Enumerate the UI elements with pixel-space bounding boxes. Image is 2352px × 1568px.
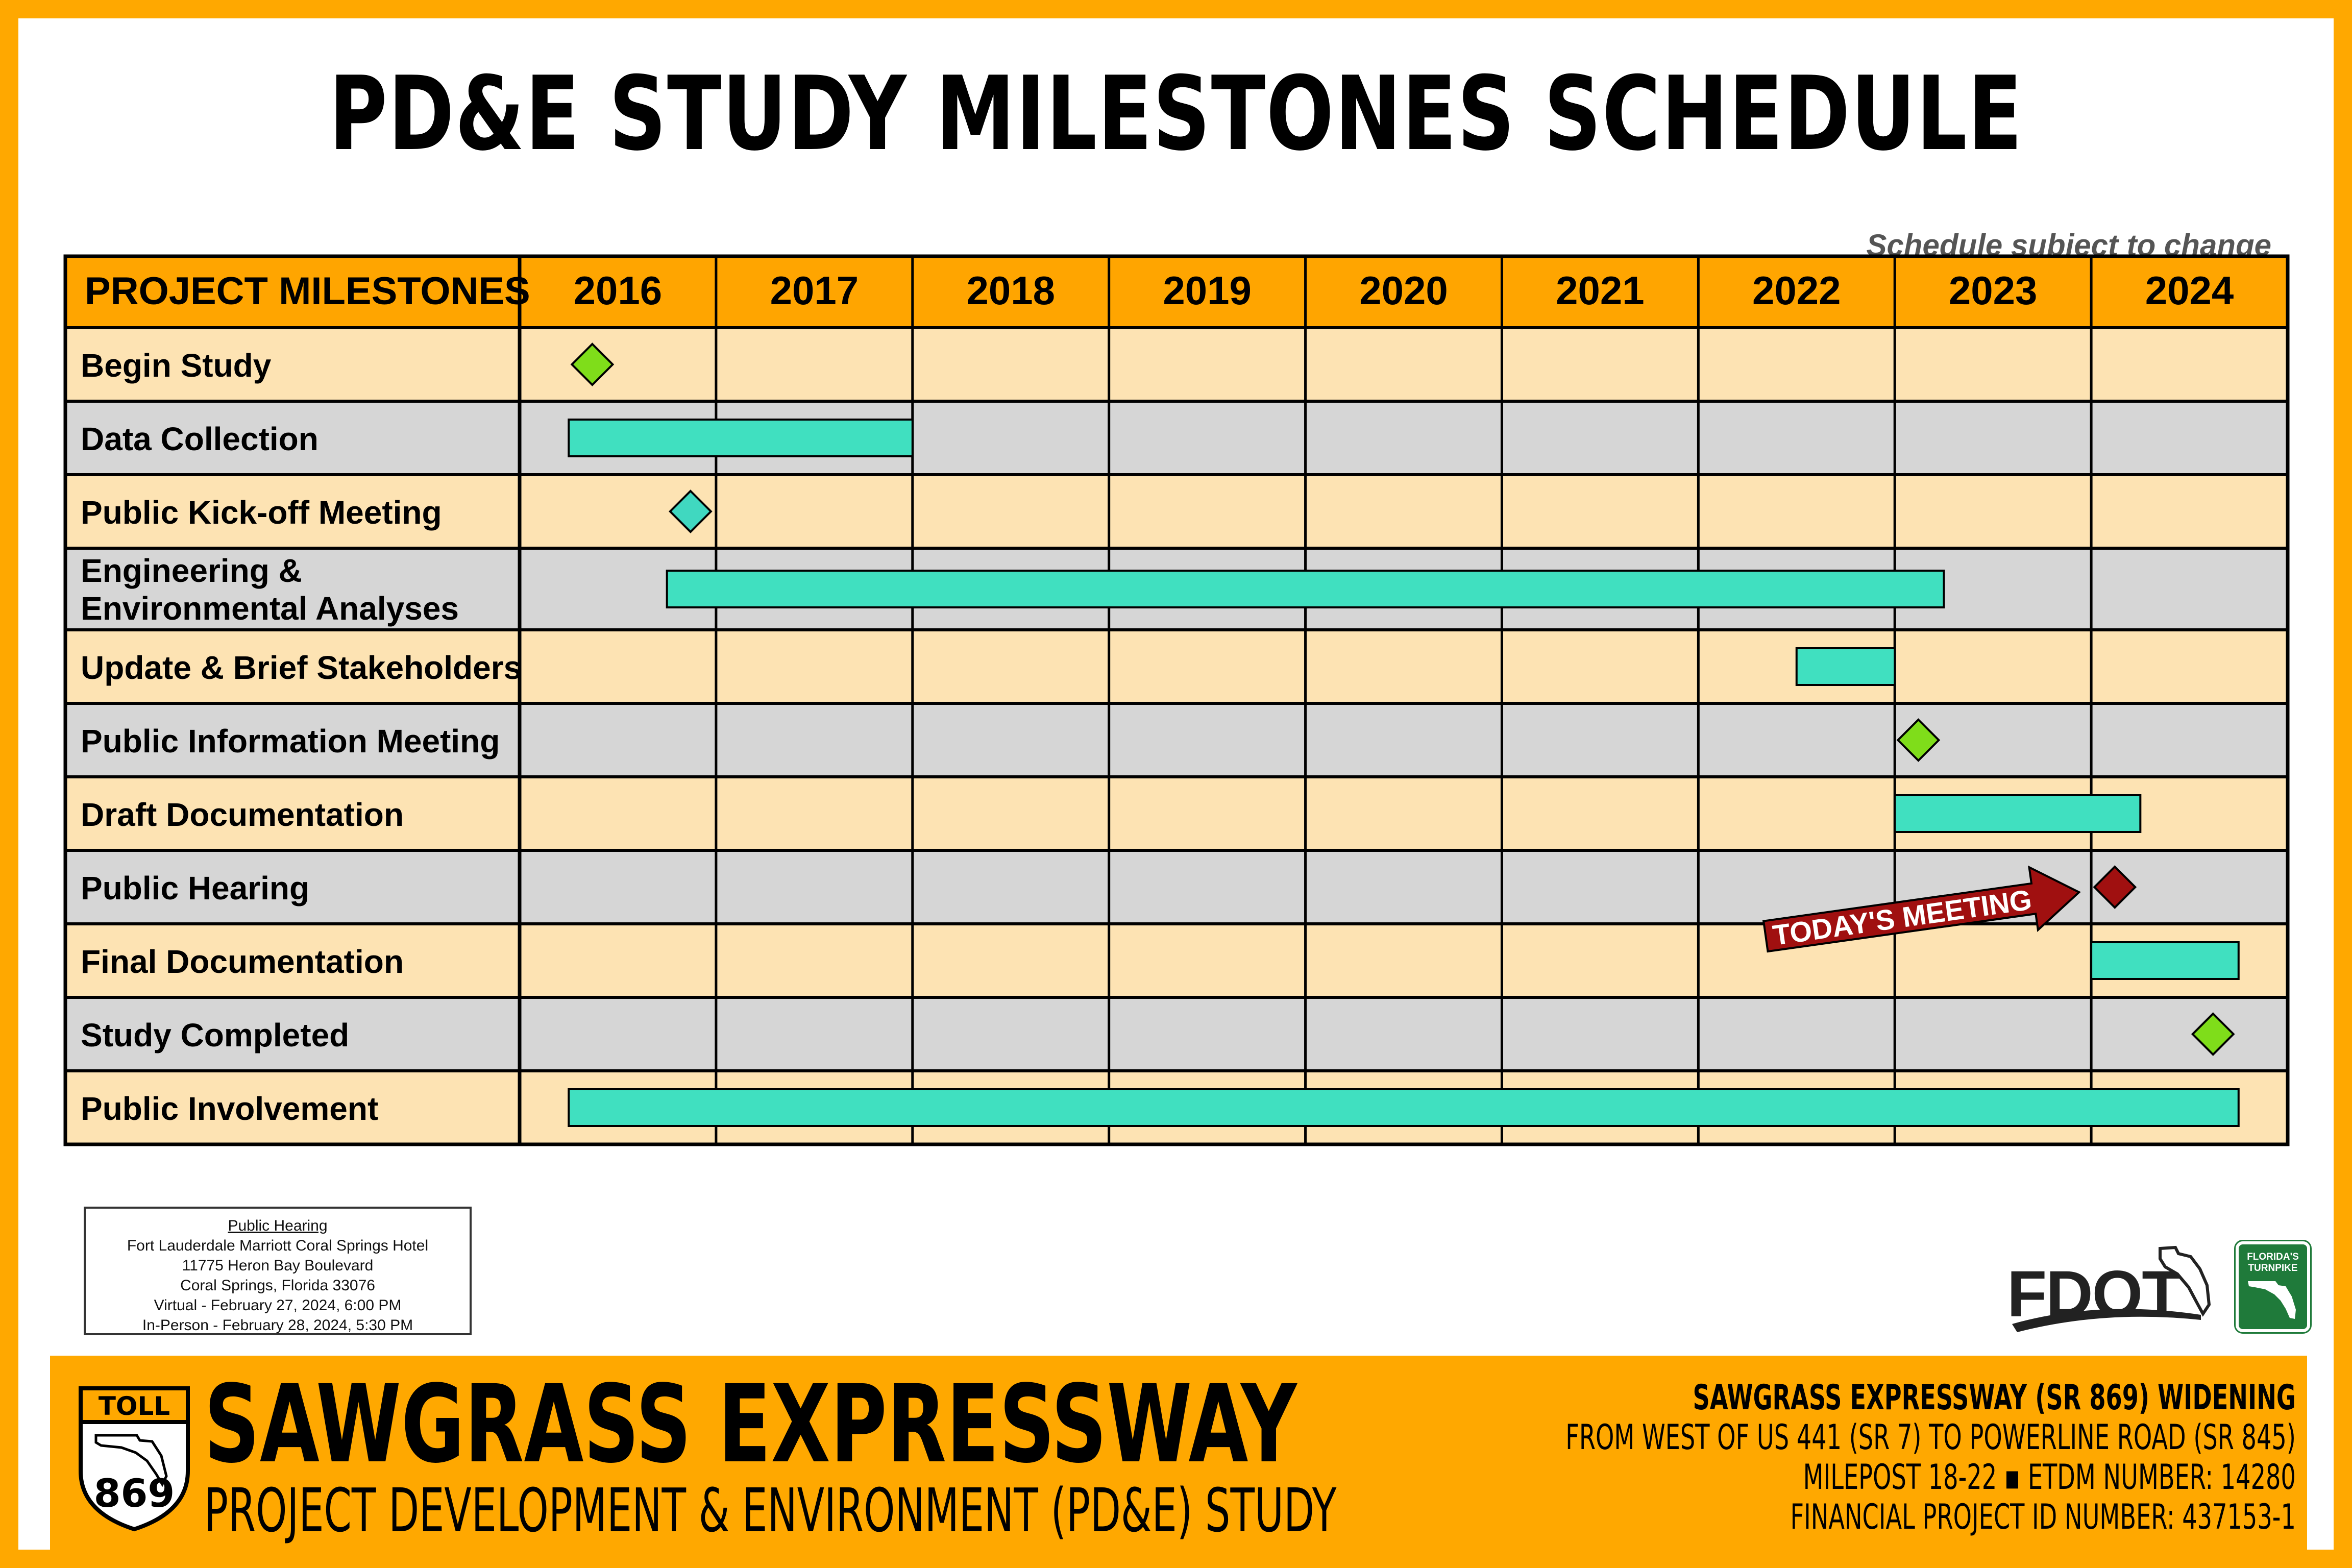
row-bg-0 (65, 328, 2288, 401)
bar-8 (2090, 941, 2240, 980)
header-milestones-label: PROJECT MILESTONES (85, 270, 530, 313)
year-label-2019: 2019 (1163, 268, 1252, 313)
hearing-city: Coral Springs, Florida 33076 (180, 1277, 375, 1294)
row-bg-2 (65, 475, 2288, 548)
row-bg-1 (65, 401, 2288, 475)
hearing-heading: Public Hearing (228, 1217, 328, 1234)
milestone-diamond-9 (2191, 1012, 2235, 1056)
shield-toll-label: TOLL (99, 1391, 170, 1421)
row-label-8: Final Documentation (81, 943, 404, 980)
hearing-venue: Fort Lauderdale Marriott Coral Springs H… (127, 1237, 429, 1254)
project-info: SAWGRASS EXPRESSWAY (SR 869) WIDENING FR… (1222, 1378, 2296, 1537)
hearing-address: 11775 Heron Bay Boulevard (182, 1257, 374, 1274)
row-label-0: Begin Study (81, 347, 272, 384)
milestones-gantt-chart: PROJECT MILESTONES 2016 2017 2018 2019 2020 20… (63, 254, 2290, 1146)
year-label-2017: 2017 (770, 268, 859, 313)
project-info-title: SAWGRASS EXPRESSWAY (SR 869) WIDENING (1693, 1378, 2296, 1418)
row-bg-8 (65, 924, 2288, 997)
turnpike-line1: FLORIDA'S (2247, 1252, 2299, 1262)
row-label-2: Public Kick-off Meeting (81, 494, 442, 531)
hearing-in-person: In-Person - February 28, 2024, 5:30 PM (142, 1317, 413, 1334)
grid-frame (63, 254, 2290, 1146)
row-label-6: Draft Documentation (81, 796, 404, 833)
hearing-virtual: Virtual - February 27, 2024, 6:00 PM (154, 1297, 402, 1314)
year-label-2020: 2020 (1359, 268, 1448, 313)
project-info-milepost: MILEPOST 18-22 ▪ ETDM NUMBER: 14280 (1803, 1457, 2296, 1498)
milestone-diamond-2 (669, 489, 713, 533)
public-hearing-info-box: Public Hearing Fort Lauderdale Marriott … (84, 1207, 472, 1335)
milestone-diamond-0 (570, 342, 615, 386)
bar-1 (568, 419, 914, 457)
row-label-10: Public Involvement (81, 1090, 378, 1127)
row-label-9: Study Completed (81, 1017, 349, 1054)
row-label-1: Data Collection (81, 421, 318, 457)
bar-3 (666, 570, 1945, 608)
row-label-7: Public Hearing (81, 870, 309, 906)
milestone-diamond-7 (2093, 865, 2137, 909)
brand-title: SAWGRASS EXPRESSWAY (204, 1362, 1297, 1487)
row-bg-9 (65, 997, 2288, 1071)
turnpike-line2: TURNPIKE (2248, 1263, 2298, 1273)
year-label-2023: 2023 (1949, 268, 2038, 313)
project-info-fpid: FINANCIAL PROJECT ID NUMBER: 437153-1 (1790, 1497, 2296, 1537)
florida-turnpike-logo: FLORIDA'S TURNPIKE (2234, 1240, 2312, 1334)
page-title: PD&E STUDY MILESTONES SCHEDULE (329, 55, 2023, 174)
year-label-2021: 2021 (1556, 268, 1645, 313)
year-label-2016: 2016 (574, 268, 663, 313)
row-label-3-a: Engineering & (81, 552, 302, 589)
row-bg-4 (65, 630, 2288, 703)
today-arrow-shape (1762, 865, 2081, 953)
footer-banner: TOLL 869 SAWGRASS EXPRESSWAY PROJECT DEV… (50, 1356, 2307, 1550)
brand-subtitle: PROJECT DEVELOPMENT & ENVIRONMENT (PD&E)… (204, 1475, 1337, 1546)
toll-869-shield-icon: TOLL 869 (79, 1386, 190, 1532)
project-info-limits: FROM WEST OF US 441 (SR 7) TO POWERLINE … (1565, 1417, 2296, 1458)
row-label-4: Update & Brief Stakeholders (81, 649, 522, 686)
bar-10 (568, 1088, 2240, 1127)
row-label-3-b: Environmental Analyses (81, 590, 459, 627)
header-row (65, 256, 2288, 328)
year-label-2018: 2018 (966, 268, 1055, 313)
florida-state-icon (2248, 1281, 2296, 1319)
milestone-diamond-5 (1896, 718, 1941, 762)
fdot-swoosh-icon (2012, 1245, 2211, 1332)
fdot-logo: FDOT (2007, 1238, 2221, 1340)
bar-6 (1894, 794, 2142, 833)
shield-route-number: 869 (94, 1471, 175, 1516)
year-label-2022: 2022 (1752, 268, 1841, 313)
bar-4 (1795, 647, 1896, 686)
year-label-2024: 2024 (2145, 268, 2234, 313)
row-label-5: Public Information Meeting (81, 723, 500, 760)
